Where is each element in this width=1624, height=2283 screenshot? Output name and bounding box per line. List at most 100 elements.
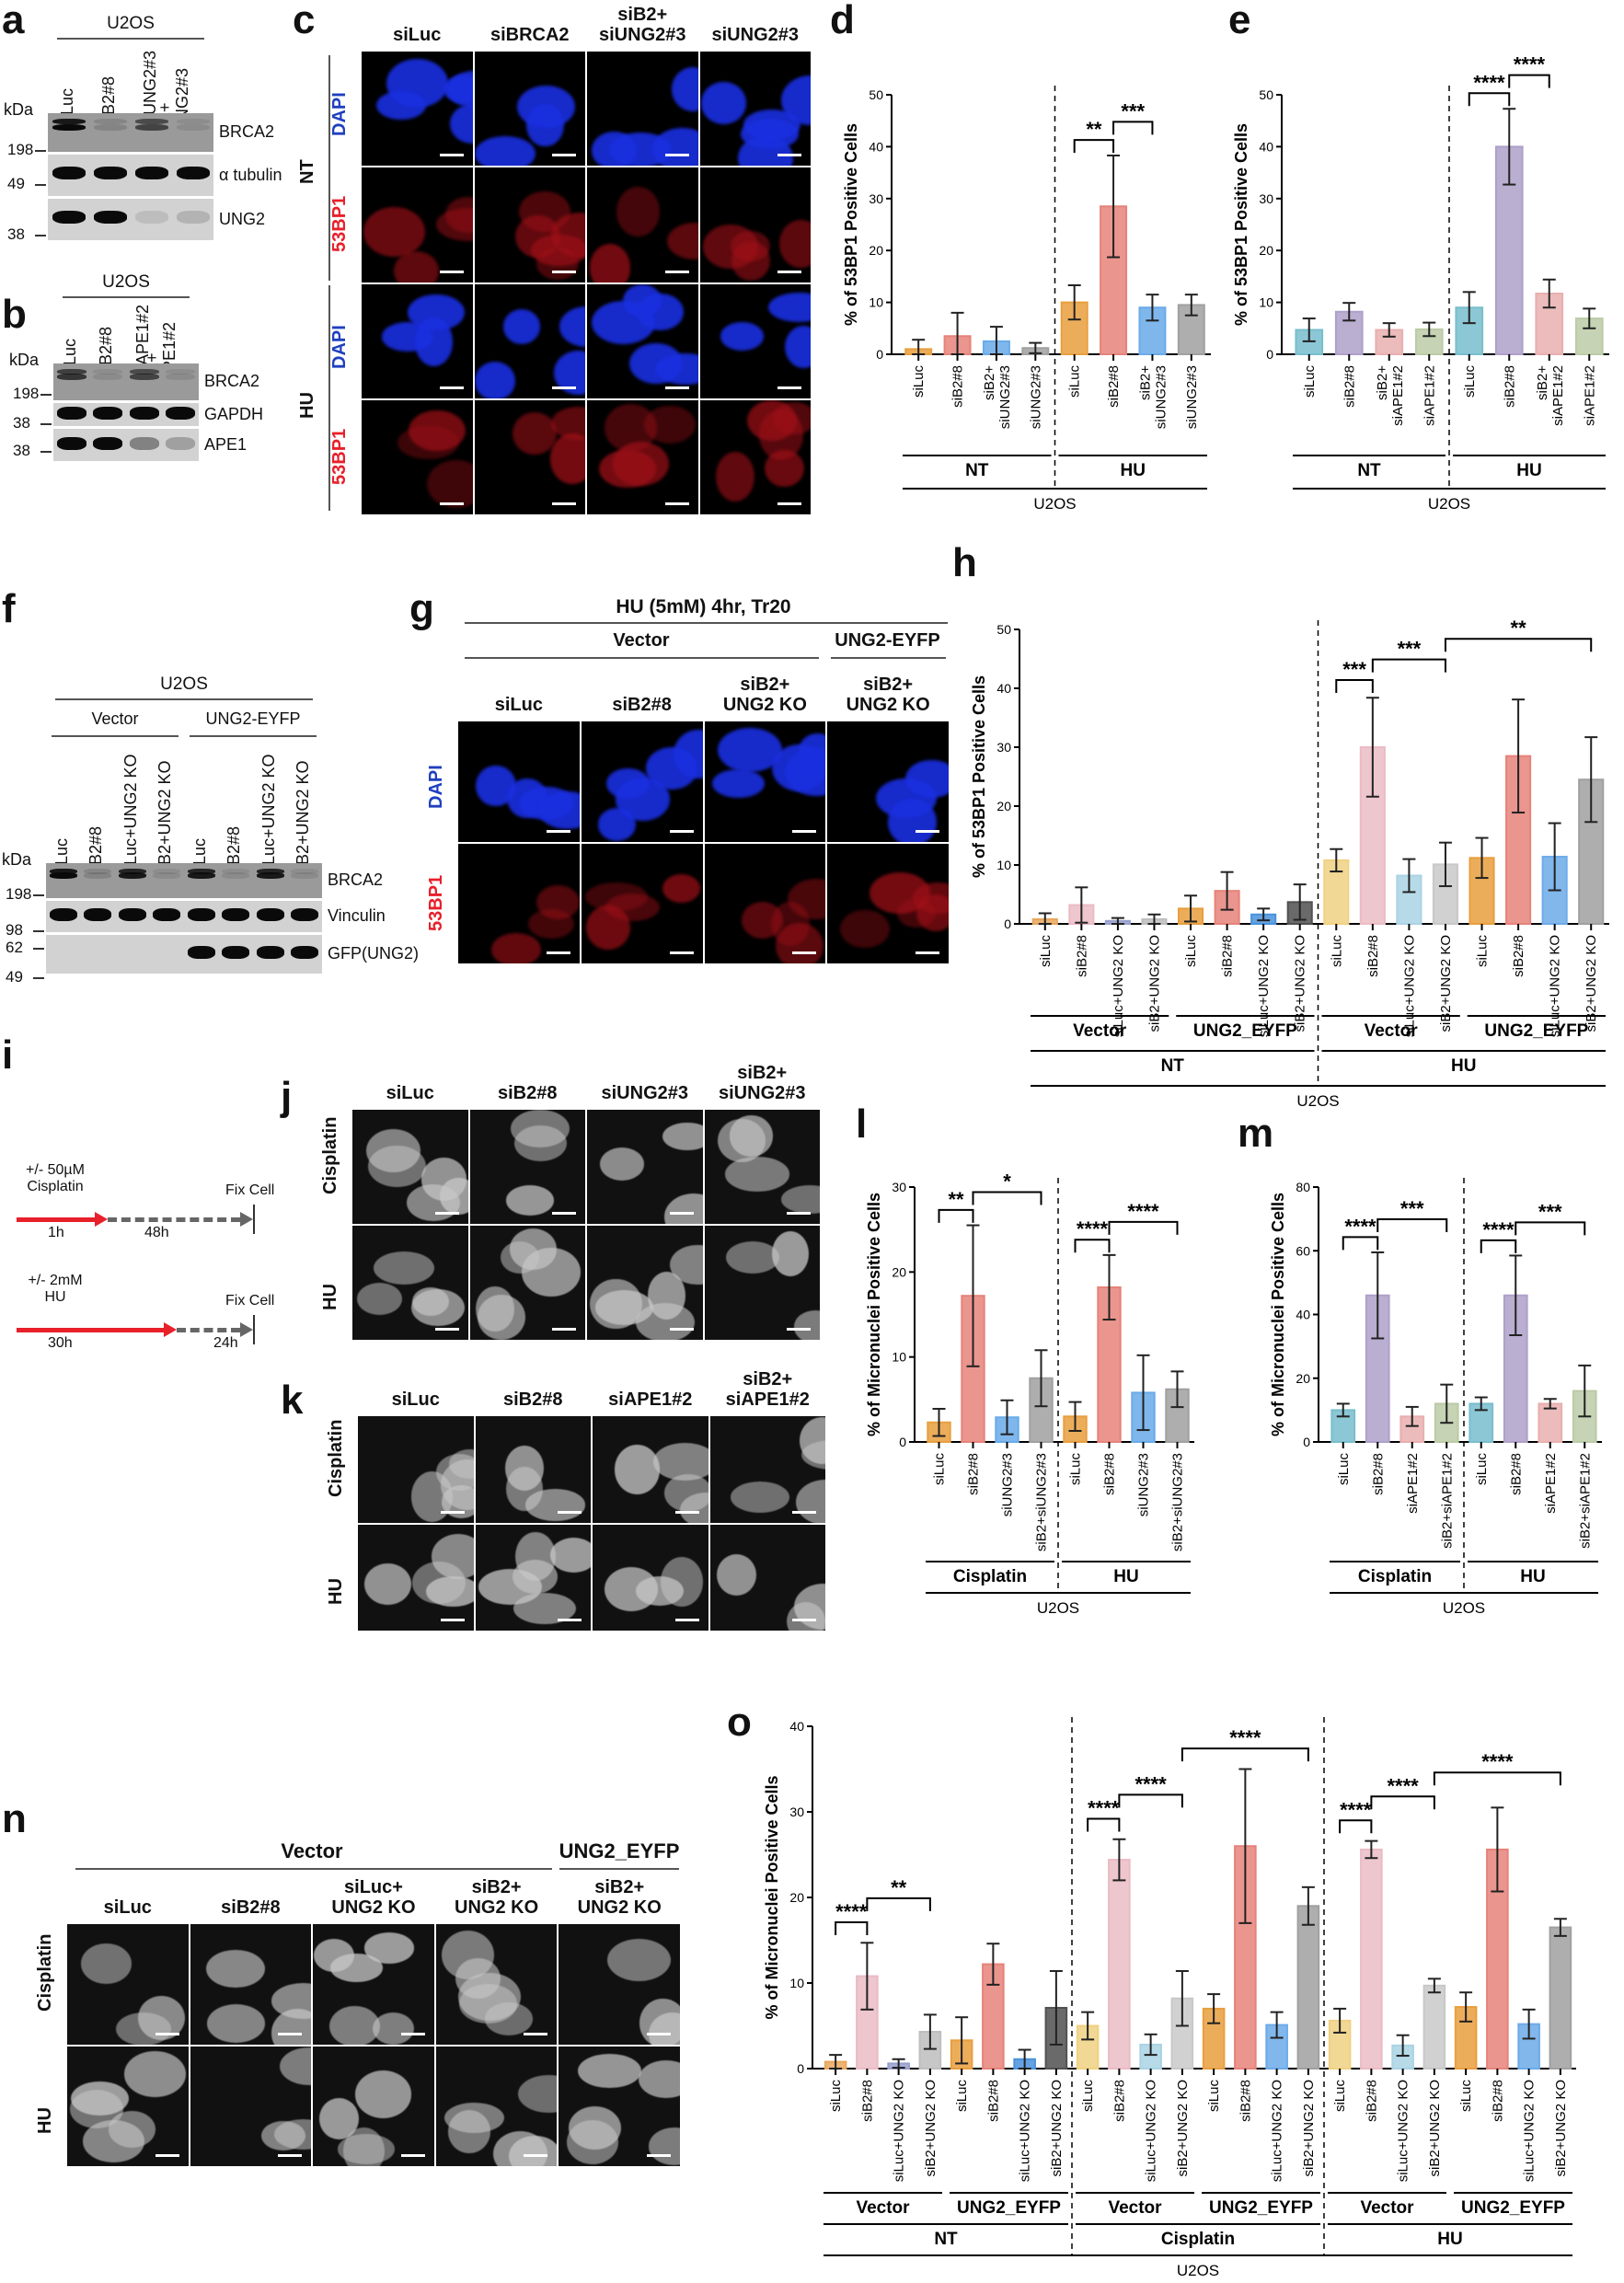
- group-label: HU: [1437, 2230, 1462, 2249]
- blot_b-band: [129, 407, 159, 421]
- significance-label: ****: [1473, 71, 1505, 94]
- blot_f-protein-label: BRCA2: [328, 871, 384, 889]
- bar: [1486, 1848, 1509, 2070]
- bar: [1574, 317, 1604, 356]
- x-tick-label: siB2+siAPE1#2: [1535, 365, 1566, 426]
- y-axis-label: % of 53BP1 Positive Cells: [842, 123, 860, 326]
- images_g-micrograph: [457, 842, 581, 964]
- blot_a-kda-tick: [35, 150, 46, 152]
- bar: [1375, 329, 1404, 356]
- bar: [1469, 1402, 1494, 1443]
- bar: [1505, 755, 1532, 925]
- bar: [1021, 347, 1050, 355]
- nucleus: [725, 1240, 780, 1274]
- scale-bar: [439, 386, 464, 389]
- blot_a-band: [176, 211, 210, 225]
- nucleus: [474, 362, 516, 398]
- bar: [1286, 901, 1313, 926]
- significance-label: *: [1003, 1170, 1011, 1193]
- schematic-time-label: 24h: [213, 1335, 238, 1351]
- nucleus: [605, 1566, 658, 1611]
- images_c-group-line: [328, 285, 330, 511]
- nucleus: [672, 67, 698, 112]
- nucleus: [591, 132, 638, 167]
- blot_a-band: [134, 123, 168, 131]
- scale-bar: [777, 270, 801, 273]
- x-tick-label-line: siB2+: [1535, 365, 1550, 400]
- nucleus: [738, 134, 793, 167]
- bar: [1296, 1905, 1320, 2070]
- nucleus: [491, 933, 541, 964]
- images_n-micrograph: [189, 2045, 313, 2167]
- group-label: UNG2_EYFP: [1461, 2198, 1565, 2218]
- blot_f-band: [118, 868, 146, 874]
- blot_f-band: [187, 908, 215, 922]
- images_c-micrograph: [473, 51, 586, 167]
- nucleus: [407, 1184, 461, 1222]
- images_n-micrograph: [312, 2045, 435, 2167]
- scale-bar: [787, 1212, 811, 1215]
- group-label: HU: [1520, 1567, 1545, 1586]
- blot_f-band: [84, 908, 112, 922]
- blot_f-kda-tick: [33, 930, 44, 932]
- images_c-row-label: 53BP1: [329, 428, 350, 485]
- bar: [1100, 205, 1128, 355]
- x-tick-label: siB2+UNG2 KO: [1175, 2080, 1191, 2176]
- nucleus: [730, 1115, 773, 1157]
- x-tick-label-line: siB2+: [1137, 365, 1153, 400]
- nucleus: [594, 1290, 654, 1325]
- scale-bar: [558, 1510, 582, 1514]
- blot_f-band: [222, 872, 250, 880]
- images_n-micrograph: [434, 1923, 559, 2046]
- significance-label: ***: [1398, 638, 1422, 661]
- nucleus: [716, 1553, 757, 1596]
- nucleus: [577, 2053, 641, 2089]
- significance-label: ****: [1388, 1774, 1420, 1797]
- images_c-micrograph: [361, 167, 474, 283]
- images_g-micrograph: [457, 721, 581, 843]
- nucleus: [614, 1444, 661, 1494]
- x-tick-label: siLuc: [1458, 2080, 1474, 2113]
- scale-bar: [400, 2032, 425, 2035]
- panel-letter-c: c: [293, 0, 316, 42]
- bar: [1503, 1294, 1528, 1443]
- y-tick-label: 20: [996, 799, 1011, 813]
- x-tick-label: siLuc: [1475, 935, 1491, 968]
- blot_a-kda-marker: 49: [7, 175, 25, 192]
- significance-label: ***: [1121, 99, 1145, 122]
- images_k-micrograph: [708, 1415, 826, 1524]
- group-label: Vector: [1360, 2198, 1414, 2218]
- nucleus: [741, 902, 783, 940]
- blot_f-lane-label: siLuc+UNG2 KO: [259, 754, 278, 877]
- nucleus: [605, 893, 661, 922]
- x-tick-label: siLuc: [1068, 1453, 1084, 1486]
- blot_b-protein-label: APE1: [204, 434, 248, 454]
- blot_a-band: [134, 167, 168, 180]
- x-tick-label: siUNG2#3: [1136, 1453, 1152, 1516]
- images_n-micrograph: [66, 2045, 190, 2167]
- nucleus: [780, 1185, 821, 1214]
- blot_f-band: [256, 908, 284, 922]
- x-tick-label: siB2#8: [1106, 365, 1122, 408]
- y-tick-label: 40: [789, 1719, 804, 1734]
- x-tick-label: siB2#8: [950, 365, 966, 408]
- nucleus: [786, 1601, 825, 1632]
- bar: [1076, 2024, 1100, 2070]
- group-label: Vector: [1365, 1021, 1419, 1041]
- scale-bar: [278, 2032, 303, 2035]
- nucleus: [409, 409, 466, 452]
- blot_b-title-line: [63, 296, 190, 298]
- y-tick-label: 10: [789, 1976, 804, 1990]
- x-tick-label: siB2+UNG2 KO: [1146, 935, 1162, 1032]
- blot_f-group-line: [190, 735, 317, 737]
- nucleus: [566, 2120, 619, 2165]
- images_c-micrograph: [698, 282, 812, 399]
- images_g-group-label: UNG2-EYFP: [835, 630, 940, 651]
- x-tick-label: siB2+siAPE1#2: [1375, 365, 1406, 426]
- bar: [1214, 890, 1240, 925]
- nucleus: [356, 1282, 402, 1315]
- group-label: U2OS: [1033, 495, 1076, 513]
- blot_f-kda-marker: 62: [6, 939, 23, 956]
- blot_f-group-label: Vector: [91, 709, 139, 728]
- images_c-micrograph: [361, 51, 474, 167]
